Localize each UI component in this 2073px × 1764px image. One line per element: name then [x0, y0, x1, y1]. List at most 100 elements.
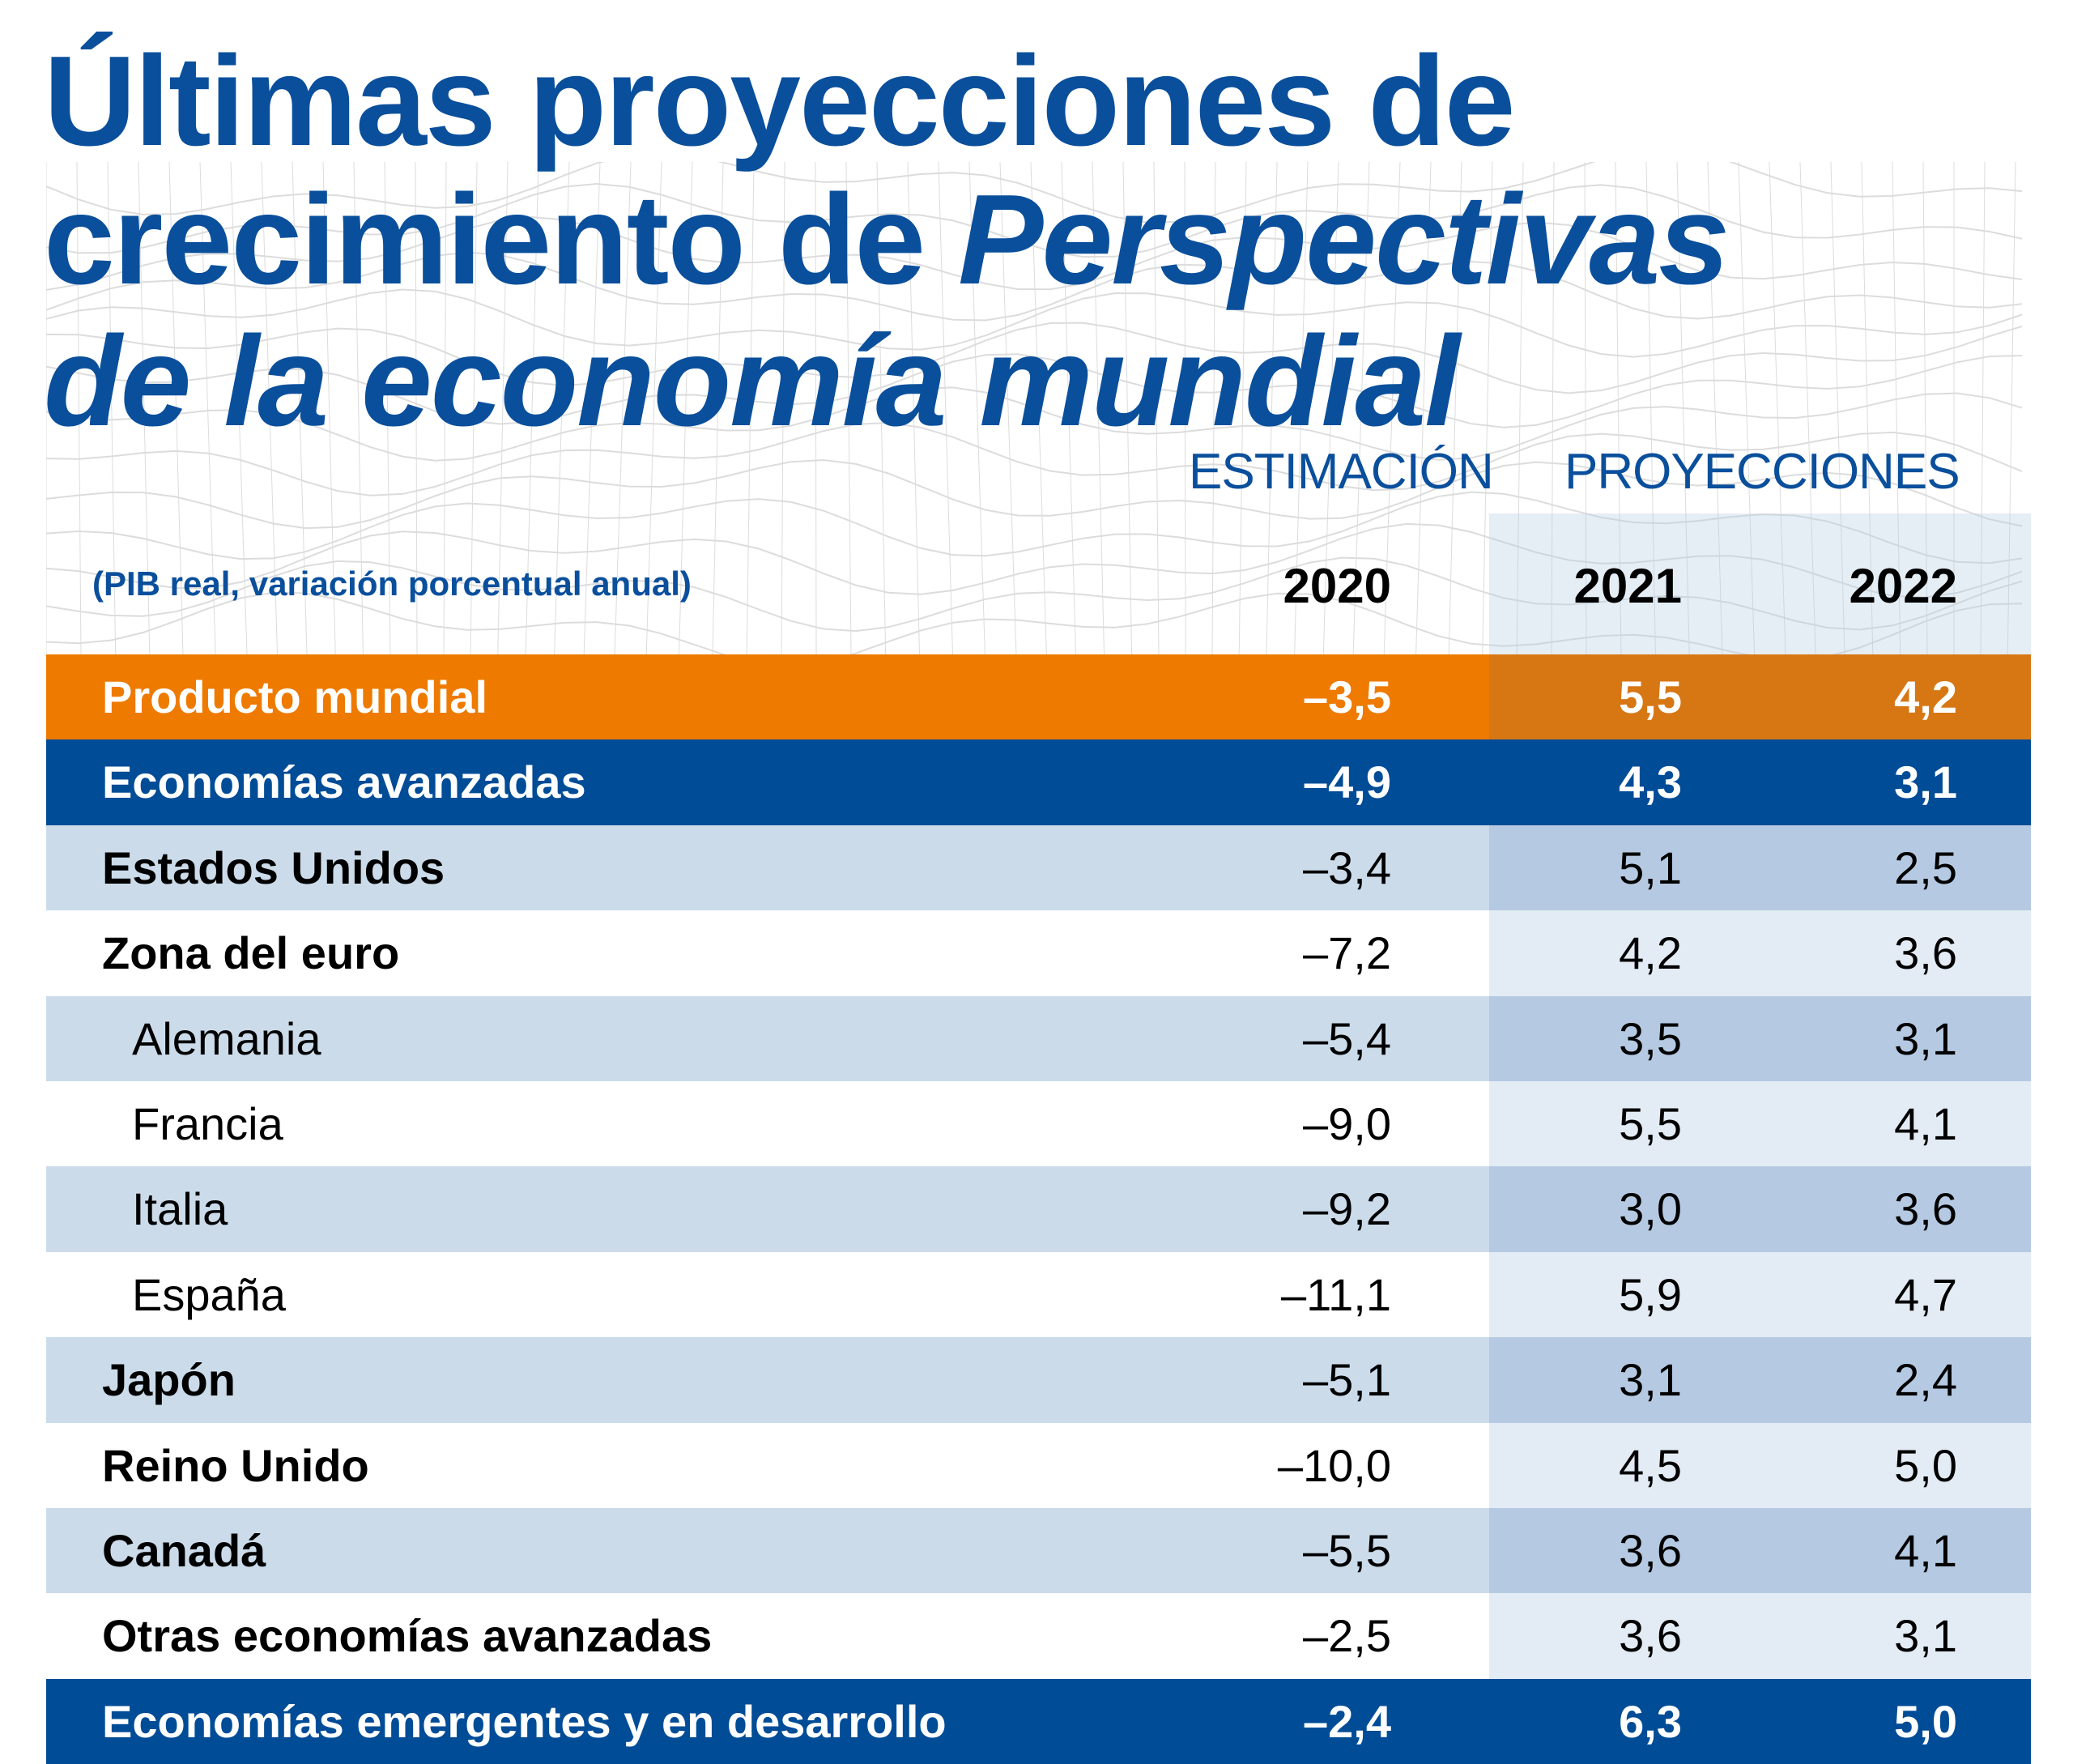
value-2020: –7,2: [1303, 927, 1391, 979]
value-2020: –5,4: [1303, 1012, 1391, 1064]
mesh-line: [1092, 162, 1105, 654]
wave-line: [46, 458, 2023, 530]
row-label: Japón: [102, 1354, 236, 1406]
projection-cell-shade: [1489, 1251, 2031, 1338]
mesh-line: [614, 162, 632, 654]
mesh-line: [292, 162, 308, 654]
mesh-line: [781, 162, 785, 654]
value-2020: –2,5: [1303, 1610, 1391, 1662]
mesh-line: [138, 162, 151, 654]
row-label: España: [132, 1268, 286, 1320]
mesh-line: [845, 162, 852, 654]
table-row: Zona del euro –7,2 4,2 3,6: [46, 910, 2031, 996]
mesh-line: [938, 162, 953, 654]
mesh-line: [583, 162, 601, 654]
mesh-line: [1584, 162, 1587, 654]
wave-line: [46, 386, 2023, 462]
mesh-line: [1676, 162, 1690, 654]
mesh-line: [1516, 162, 1524, 654]
mesh-line: [353, 162, 364, 654]
table-row: Japón –5,1 3,1 2,4: [46, 1337, 2031, 1423]
mesh-line: [815, 162, 817, 654]
mesh-line: [645, 162, 662, 654]
mesh-line: [1482, 162, 1493, 654]
mesh-line: [1294, 162, 1309, 654]
mesh-line: [1738, 162, 1756, 654]
projection-cell-shade: [1489, 654, 2031, 740]
mesh-line: [1892, 162, 1901, 654]
mesh-line: [968, 162, 985, 654]
row-label: Economías emergentes y en desarrollo: [102, 1695, 947, 1747]
mesh-line: [679, 162, 693, 654]
mesh-line: [107, 162, 117, 654]
table-row: Economías emergentes y en desarrollo –2,4…: [46, 1678, 2031, 1764]
value-2020: –9,2: [1303, 1183, 1391, 1235]
value-2020: –11,1: [1281, 1268, 1391, 1320]
wave-line: [46, 353, 2023, 428]
mesh-line: [1383, 162, 1401, 654]
mesh-line: [1238, 162, 1247, 654]
title-italic: Perspectivas: [958, 168, 1730, 311]
wave-line: [46, 421, 2023, 496]
value-2021: 3,6: [1619, 1524, 1682, 1576]
year-2020: 2020: [1283, 559, 1391, 613]
projection-label: PROYECCIONES: [1564, 444, 1960, 500]
mesh-line: [415, 162, 418, 654]
value-2022: 3,1: [1894, 756, 1957, 808]
mesh-line: [168, 162, 184, 654]
value-2021: 5,5: [1619, 1097, 1682, 1149]
mesh-line: [1769, 162, 1786, 654]
wave-line: [46, 491, 2023, 565]
mesh-line: [1030, 162, 1047, 654]
mesh-line: [384, 162, 391, 654]
projection-cell-shade: [1489, 1337, 2031, 1423]
mesh-line: [1980, 162, 1986, 654]
mesh-line: [1322, 162, 1339, 654]
mesh-line: [712, 162, 724, 654]
mesh-line: [1448, 162, 1462, 654]
mesh-line: [1707, 162, 1723, 654]
mesh-line: [999, 162, 1017, 654]
row-label: Alemania: [132, 1012, 321, 1064]
mesh-line: [2007, 162, 2016, 654]
projection-cell-shade: [1489, 910, 2031, 996]
projection-cell-shade: [1489, 1593, 2031, 1679]
projection-column-shade: [1489, 513, 2031, 654]
value-2022: 2,5: [1894, 842, 1957, 893]
value-2020: –10,0: [1277, 1439, 1391, 1491]
wave-line: [46, 251, 2023, 322]
wireframe-background: [46, 162, 2023, 654]
title-line-2: crecimiento de Perspectivas: [44, 176, 1730, 304]
mesh-line: [261, 162, 279, 654]
estimate-label: ESTIMACIÓN: [1189, 444, 1494, 500]
title-italic-line: de la economía mundial: [44, 310, 1460, 453]
mesh-line: [76, 162, 82, 654]
value-2022: 4,2: [1894, 671, 1957, 722]
value-2022: 2,4: [1894, 1354, 1957, 1406]
mesh-line: [1799, 162, 1816, 654]
value-2020: –4,9: [1303, 756, 1391, 808]
mesh-line: [497, 162, 509, 654]
value-2021: 4,5: [1619, 1439, 1682, 1491]
growth-table: Producto mundial –3,5 5,5 4,2 Economías avan…: [46, 654, 2031, 1764]
mesh-line: [1352, 162, 1370, 654]
value-2022: 5,0: [1894, 1439, 1957, 1491]
mesh-line: [443, 162, 447, 654]
projection-cell-shade: [1489, 1507, 2031, 1594]
table-row: Producto mundial –3,5 5,5 4,2: [46, 654, 2031, 740]
projection-cell-shade: [1489, 1422, 2031, 1508]
title-plain: crecimiento de: [44, 168, 959, 311]
value-2021: 4,2: [1619, 927, 1682, 979]
value-2022: 3,6: [1894, 1183, 1957, 1235]
table-row: Canadá –5,5 3,6 4,1: [46, 1507, 2031, 1594]
year-2021: 2021: [1573, 559, 1682, 613]
mesh-line: [1153, 162, 1160, 654]
value-2021: 5,9: [1619, 1268, 1682, 1320]
value-2022: 3,1: [1894, 1012, 1957, 1064]
wave-line: [46, 288, 2023, 358]
projection-cell-shade: [1489, 824, 2031, 911]
row-label: Canadá: [102, 1524, 266, 1576]
value-2021: 5,5: [1619, 671, 1682, 722]
mesh-line: [746, 162, 755, 654]
value-2021: 3,1: [1619, 1354, 1682, 1406]
